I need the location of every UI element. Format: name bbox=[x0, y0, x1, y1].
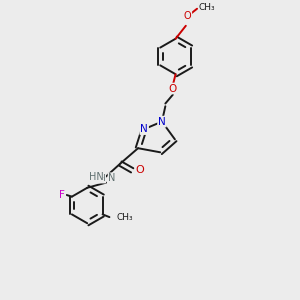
Text: O: O bbox=[169, 83, 177, 94]
Text: N: N bbox=[109, 173, 116, 183]
Text: F: F bbox=[59, 190, 65, 200]
Text: CH₃: CH₃ bbox=[116, 213, 133, 222]
Text: O: O bbox=[184, 11, 191, 21]
Text: CH₃: CH₃ bbox=[199, 2, 215, 11]
Text: O: O bbox=[135, 165, 144, 176]
Text: HN: HN bbox=[88, 172, 103, 182]
Text: H: H bbox=[98, 174, 105, 183]
Text: N: N bbox=[140, 124, 148, 134]
Text: N: N bbox=[158, 117, 166, 127]
